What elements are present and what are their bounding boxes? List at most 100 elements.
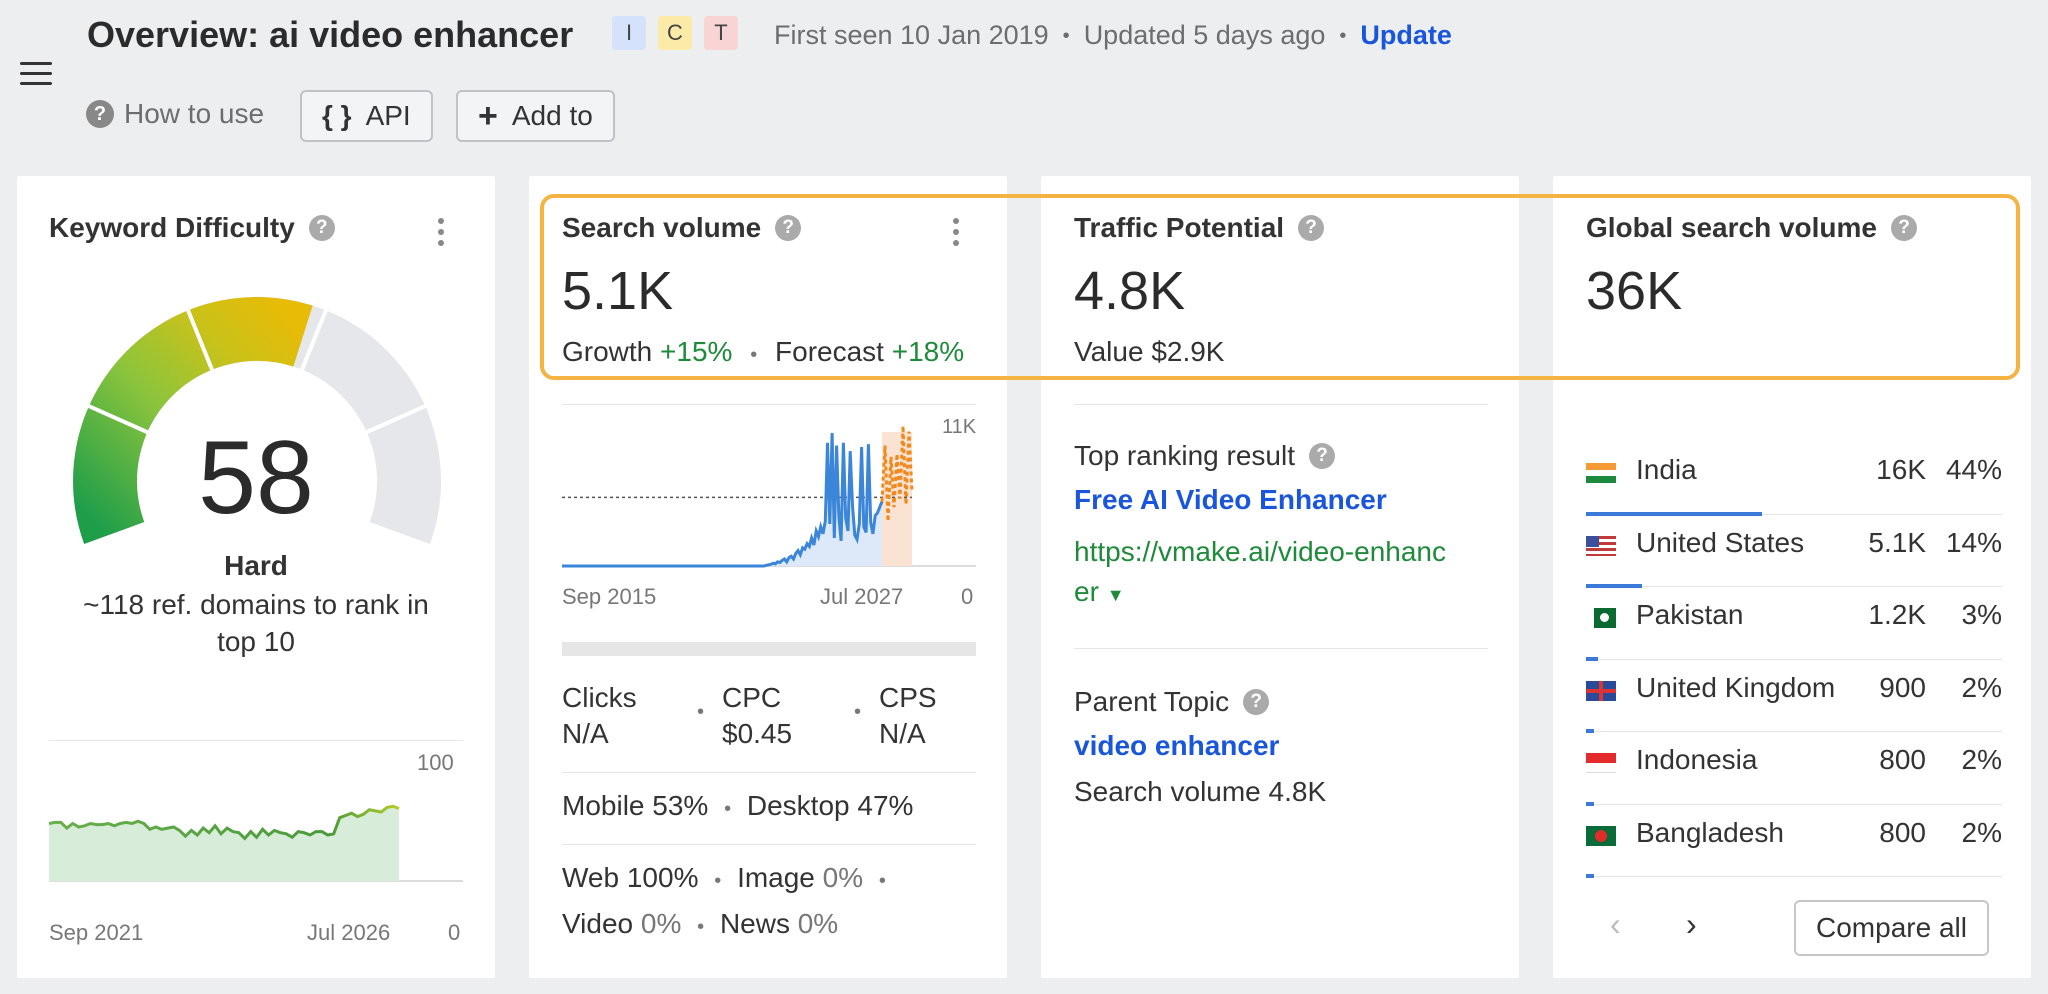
serp-types-row-1: Web 100% • Image 0% • — [562, 862, 886, 893]
kd-title-text: Keyword Difficulty — [49, 212, 295, 243]
parent-topic-label: Parent Topic — [1074, 686, 1230, 717]
top-result-url-line-1: https://vmake.ai/video-enhanc — [1074, 536, 1446, 567]
country-share: 44% — [1945, 454, 2002, 485]
growth-value: +15% — [660, 336, 733, 367]
kd-note: ~118 ref. domains to rank in top 10 — [83, 589, 429, 657]
sv-x-end: Jul 2027 — [820, 584, 904, 609]
top-result-title-link[interactable]: Free AI Video Enhancer — [1074, 484, 1387, 515]
sv-chart-max: 11K — [942, 416, 977, 438]
timeline-scrollbar[interactable] — [562, 642, 976, 656]
update-link[interactable]: Update — [1360, 20, 1452, 50]
web-value: 100% — [626, 862, 699, 893]
sv-value: 5.1K — [562, 261, 674, 321]
country-row[interactable]: Bangladesh 800 2% — [1586, 811, 2002, 884]
gauge-tick — [299, 307, 329, 373]
sv-history-chart — [562, 425, 976, 568]
top-result-url-link[interactable]: https://vmake.ai/video-enhanc er ▼ — [1074, 532, 1446, 615]
parent-topic-heading: Parent Topic ? — [1074, 686, 1270, 718]
intent-badge-informational: I — [612, 16, 646, 50]
pakistan-flag-icon — [1586, 608, 1616, 628]
chevron-right-icon[interactable]: › — [1686, 906, 1697, 942]
top-result-label: Top ranking result — [1074, 440, 1296, 471]
clicks-label: Clicks — [562, 682, 637, 713]
divider — [562, 844, 976, 845]
plus-icon: + — [478, 96, 498, 135]
device-split: Mobile 53% • Desktop 47% — [562, 790, 914, 821]
help-icon[interactable]: ? — [775, 215, 802, 241]
divider — [1586, 803, 2002, 805]
compare-all-button[interactable]: Compare all — [1794, 900, 1989, 956]
country-name: Bangladesh — [1636, 816, 1784, 848]
help-icon[interactable]: ? — [1891, 215, 1917, 241]
country-volume: 800 — [1879, 816, 1926, 848]
keyword-difficulty-card: Keyword Difficulty ? 58 Hard ~118 ref. d… — [17, 176, 495, 978]
divider — [1586, 513, 2002, 515]
country-share-bar — [1586, 511, 1762, 516]
country-share-bar — [1586, 584, 1642, 588]
help-icon[interactable]: ? — [1243, 689, 1270, 715]
braces-icon: { } — [322, 100, 352, 131]
caret-down-icon[interactable]: ▼ — [1106, 585, 1125, 605]
country-volume: 1.2K — [1868, 599, 1926, 630]
badge-label: T — [714, 20, 728, 45]
forecast-label: Forecast — [775, 336, 884, 367]
sv-title-text: Search volume — [562, 212, 762, 243]
help-icon: ? — [86, 100, 114, 128]
sv-chart-min: 0 — [961, 584, 974, 609]
parent-topic-volume: Search volume 4.8K — [1074, 776, 1327, 807]
country-share-bar — [1586, 729, 1594, 733]
video-label: Video — [562, 908, 634, 939]
uk-flag-icon — [1586, 680, 1616, 701]
gauge-tick — [185, 307, 215, 373]
country-row[interactable]: Indonesia 800 2% — [1586, 738, 2002, 811]
top-result-heading: Top ranking result ? — [1074, 440, 1336, 472]
tp-value: 4.8K — [1074, 261, 1186, 321]
help-icon[interactable]: ? — [308, 215, 335, 241]
country-share: 14% — [1945, 526, 2002, 558]
country-row[interactable]: United Kingdom 900 2% — [1586, 666, 2002, 739]
divider — [1586, 658, 2002, 660]
sv-growth-row: Growth +15% • Forecast +18% — [562, 336, 965, 367]
web-label: Web — [562, 862, 620, 893]
help-icon[interactable]: ? — [1298, 215, 1325, 241]
divider — [562, 404, 976, 405]
page-title: Overview: ai video enhancer — [87, 14, 574, 55]
mobile-share: Mobile 53% — [562, 790, 709, 821]
add-to-button[interactable]: + Add to — [456, 90, 615, 142]
country-name: Pakistan — [1636, 599, 1744, 630]
chevron-left-icon[interactable]: ‹ — [1610, 906, 1621, 942]
tp-title-text: Traffic Potential — [1074, 212, 1285, 243]
kd-chart-max: 100 — [417, 750, 454, 775]
divider — [1586, 731, 2002, 732]
country-row[interactable]: Pakistan 1.2K 3% — [1586, 593, 2002, 666]
news-value: 0% — [797, 908, 839, 939]
india-flag-icon — [1586, 463, 1616, 483]
divider — [1074, 648, 1488, 649]
more-options-icon[interactable] — [438, 218, 444, 251]
more-options-icon[interactable] — [953, 218, 959, 251]
api-button[interactable]: { } API — [300, 90, 433, 142]
growth-label: Growth — [562, 336, 653, 367]
gauge-tick — [363, 403, 428, 435]
api-label: API — [365, 100, 411, 131]
divider — [1586, 586, 2002, 587]
help-icon[interactable]: ? — [1309, 443, 1336, 469]
news-label: News — [719, 908, 790, 939]
country-share-bar — [1586, 801, 1594, 806]
kd-title: Keyword Difficulty ? — [49, 212, 335, 244]
page-meta: First seen 10 Jan 2019 • Updated 5 days ag… — [774, 20, 1452, 50]
kd-x-start: Sep 2021 — [49, 920, 144, 945]
country-volume: 900 — [1879, 671, 1926, 703]
country-row[interactable]: India 16K 44% — [1586, 448, 2002, 521]
how-to-use-link[interactable]: ? How to use — [86, 98, 264, 130]
top-result-url-line-2: er — [1074, 576, 1099, 607]
country-row[interactable]: United States 5.1K 14% — [1586, 521, 2002, 594]
parent-topic-link[interactable]: video enhancer — [1074, 730, 1280, 761]
cpc-value: $0.45 — [722, 718, 793, 749]
intent-badge-commercial: C — [658, 16, 692, 50]
bangladesh-flag-icon — [1586, 825, 1616, 846]
gv-value: 36K — [1586, 261, 1683, 321]
country-volume: 800 — [1879, 744, 1926, 775]
menu-icon[interactable] — [20, 62, 52, 88]
image-label: Image — [737, 862, 815, 893]
